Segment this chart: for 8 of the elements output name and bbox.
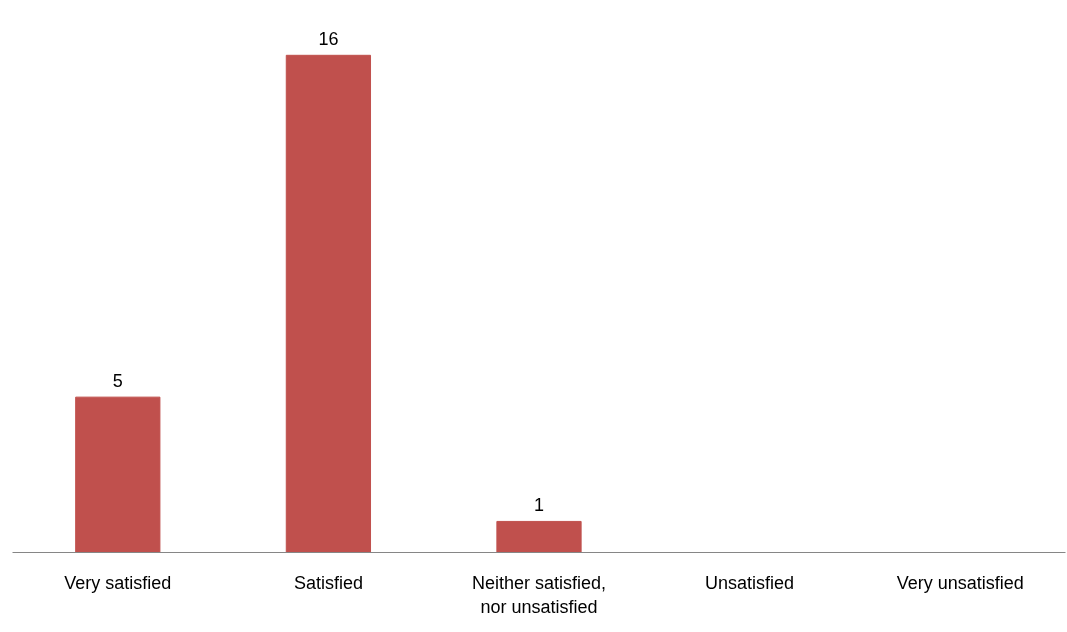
x-tick-label: Very unsatisfied — [896, 572, 1024, 593]
x-tick-label: Very satisfied — [64, 572, 172, 593]
x-tick-label: Satisfied — [293, 572, 363, 593]
data-label: 5 — [112, 371, 123, 392]
x-tick-label: Unsatisfied — [705, 572, 795, 593]
data-label: 1 — [533, 495, 545, 516]
x-tick-label: Neither satisfied, nor unsatisfied — [471, 572, 607, 617]
data-label: 16 — [318, 29, 339, 50]
